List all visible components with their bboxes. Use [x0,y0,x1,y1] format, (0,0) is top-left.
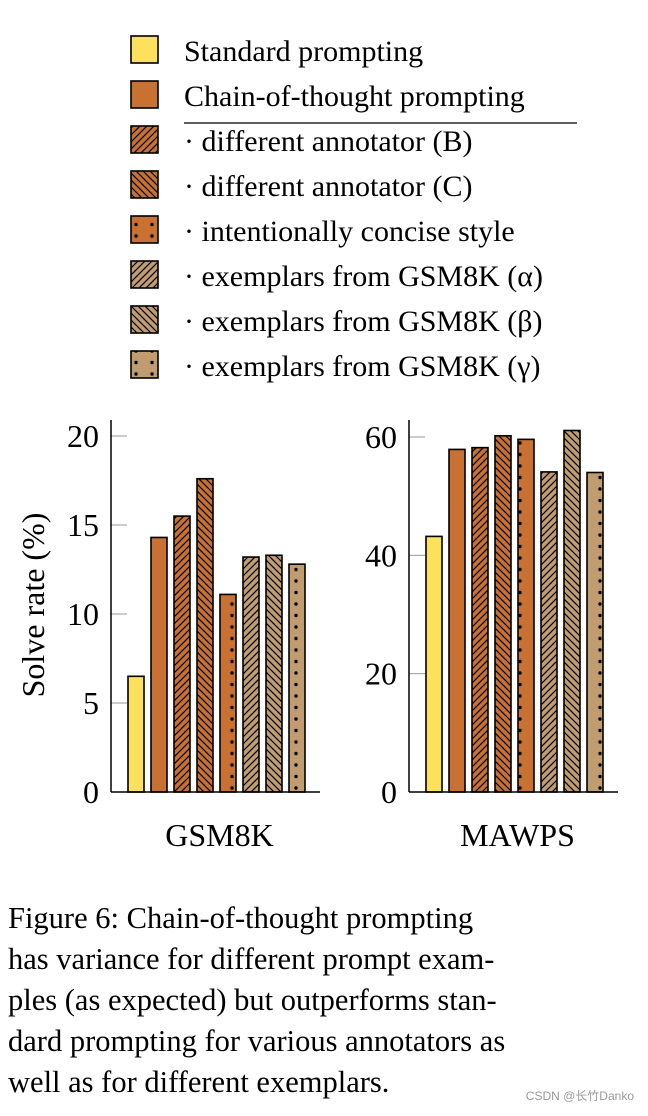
chart-mawps: 0 20 40 60 MAWPS [365,419,618,853]
legend-label: · exemplars from GSM8K (γ) [184,350,541,383]
legend-swatch-pattern [131,216,158,243]
chart-gsm8k: 0 5 10 15 20 GSM8K Solve rate (%) [15,418,320,853]
x-category-label: MAWPS [460,817,575,853]
chart-figure: Standard prompting Chain-of-thought promp… [15,35,618,853]
bar-pattern [541,471,557,792]
figure-caption: Figure 6: Chain-of-thought prompting has… [8,898,628,1103]
y-tick-label: 15 [67,507,99,543]
legend-swatch-outline [130,170,159,199]
caption-line: Figure 6: Chain-of-thought prompting [8,901,474,935]
y-tick-label: 10 [67,596,99,632]
bar-pattern [220,594,236,792]
bar-pattern [174,516,190,792]
legend-label: · different annotator (C) [184,170,473,203]
y-tick-label: 0 [381,774,397,810]
bar-pattern [472,447,488,792]
bar-pattern [564,430,580,792]
legend-swatch-pattern [131,261,158,288]
y-tick-label: 60 [365,419,397,455]
caption-line: has variance for different prompt exam- [8,942,495,976]
legend-label: · different annotator (B) [184,125,473,158]
legend-swatch-pattern [131,351,158,378]
bar-fill [151,537,167,792]
bar-fill [449,449,465,792]
caption-line: dard prompting for various annotators as [8,1024,506,1058]
caption-line: well as for different exemplars. [8,1065,390,1099]
y-tick-label: 40 [365,537,397,573]
legend-swatch-fill [131,36,158,63]
watermark: CSDN @长竹Danko [525,1089,634,1103]
legend-swatch-outline [130,215,159,244]
legend-swatch-outline [130,80,159,109]
legend-label: Standard prompting [184,35,423,68]
legend-label: · exemplars from GSM8K (α) [184,260,543,293]
y-tick-label: 0 [83,774,99,810]
legend-label: Chain-of-thought prompting [184,80,525,113]
legend-label: · intentionally concise style [184,215,515,248]
legend-swatch-outline [130,125,159,154]
bar-pattern [587,472,603,792]
y-axis-label: Solve rate (%) [15,513,51,698]
bar-fill [426,536,442,792]
bar-pattern [197,478,213,792]
legend-swatch-outline [130,305,159,334]
y-tick-label: 5 [83,685,99,721]
legend-label: · exemplars from GSM8K (β) [184,305,543,338]
legend-swatch-pattern [131,126,158,153]
y-tick-label: 20 [365,656,397,692]
legend-swatch-fill [131,81,158,108]
bar-fill [128,676,144,792]
legend-swatch-pattern [131,306,158,333]
bar-pattern [518,439,534,792]
legend-swatch-pattern [131,171,158,198]
legend-swatch-outline [130,260,159,289]
legend-swatch-outline [130,35,159,64]
x-category-label: GSM8K [165,817,273,853]
bar-pattern [266,555,282,792]
bar-pattern [495,435,511,792]
y-tick-label: 20 [67,418,99,454]
caption-line: ples (as expected) but outperforms stan- [8,983,497,1017]
legend: Standard prompting Chain-of-thought promp… [130,35,577,383]
bar-pattern [289,564,305,792]
bar-pattern [243,557,259,792]
legend-swatch-outline [130,350,159,379]
